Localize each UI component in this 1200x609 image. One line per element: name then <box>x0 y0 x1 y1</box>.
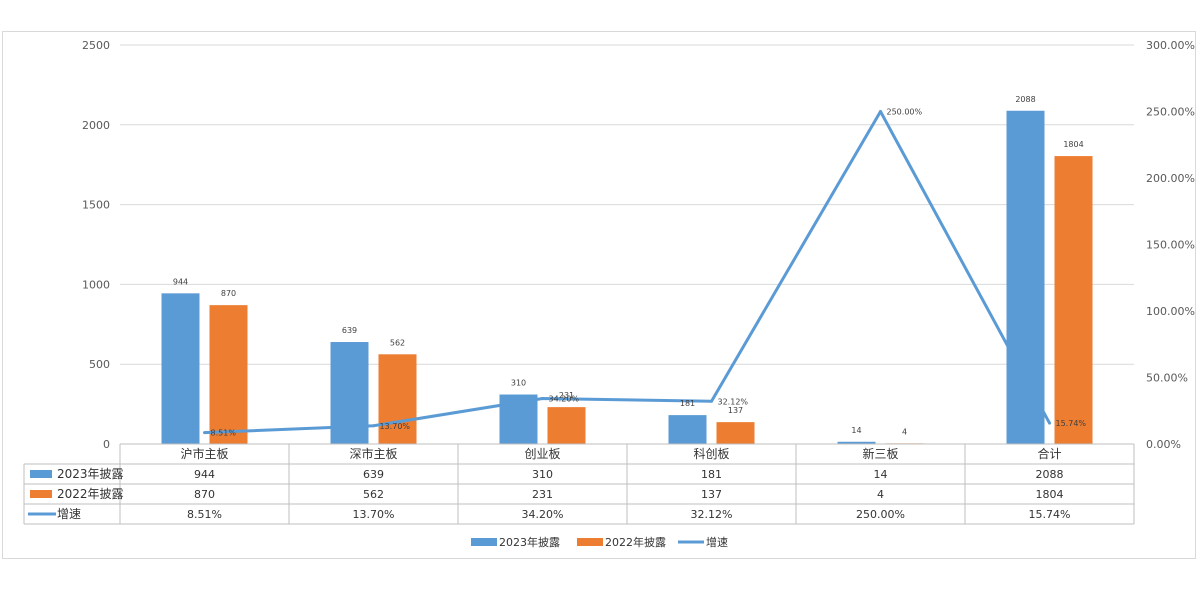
legend-label: 2022年披露 <box>605 535 666 549</box>
y2-tick-label: 0.00% <box>1146 438 1181 451</box>
chart-frame <box>2 31 1196 559</box>
line-data-label: 15.74% <box>1056 419 1087 428</box>
line-data-label: 250.00% <box>887 108 923 117</box>
table-cell: 310 <box>532 468 553 481</box>
line-point <box>372 424 375 428</box>
line-data-label: 8.51% <box>211 429 237 438</box>
y-tick-label: 2000 <box>82 119 110 132</box>
line-point <box>1048 421 1051 425</box>
bar-data-label: 4 <box>902 427 907 436</box>
table-cell: 14 <box>874 468 888 481</box>
bar <box>1006 110 1045 445</box>
bar-data-label: 944 <box>173 277 188 286</box>
y-tick-label: 1000 <box>82 278 110 291</box>
gridlines <box>120 44 1134 365</box>
table-cell: 8.51% <box>187 508 222 521</box>
table-series-name: 增速 <box>57 507 81 521</box>
line-series <box>203 110 1051 435</box>
table-cell: 34.20% <box>522 508 564 521</box>
bar <box>209 305 248 444</box>
category-label: 新三板 <box>862 446 898 461</box>
bar-data-label: 137 <box>728 406 743 415</box>
line-point <box>203 431 206 435</box>
bar-series <box>161 110 1093 445</box>
bar-data-label: 14 <box>851 426 861 435</box>
y2-tick-label: 300.00% <box>1146 39 1195 52</box>
bar <box>837 441 876 444</box>
category-label: 合计 <box>1037 446 1061 461</box>
bar <box>161 293 200 444</box>
bar-data-label: 1804 <box>1063 140 1083 149</box>
table-cell: 32.12% <box>691 508 733 521</box>
category-label: 深市主板 <box>349 446 397 461</box>
bar <box>716 422 755 444</box>
bar-data-label: 2088 <box>1015 95 1035 104</box>
table-cell: 181 <box>701 468 722 481</box>
bar <box>378 354 417 444</box>
table-cell: 250.00% <box>856 508 905 521</box>
table-cell: 944 <box>194 468 215 481</box>
y-tick-label: 500 <box>89 358 110 371</box>
table-cell: 231 <box>532 488 553 501</box>
y2-tick-label: 150.00% <box>1146 239 1195 252</box>
bar <box>668 415 707 444</box>
table-cell: 15.74% <box>1029 508 1071 521</box>
table-cell: 562 <box>363 488 384 501</box>
category-label: 创业板 <box>524 447 560 461</box>
bar-data-label: 181 <box>680 399 695 408</box>
growth-line <box>204 110 1051 435</box>
table-cell: 1804 <box>1036 488 1064 501</box>
table-series-name: 2023年披露 <box>57 467 124 481</box>
legend-key <box>471 538 497 546</box>
table-cell: 639 <box>363 468 384 481</box>
line-data-label: 32.12% <box>718 397 749 406</box>
data-table: 沪市主板 深市主板 创业板 科创板 新三板 合计 2023年披露 944 639 310 181 14… <box>23 443 1135 525</box>
legend: 2023年披露 2022年披露 增速 <box>471 535 728 549</box>
legend-label: 增速 <box>706 535 728 549</box>
bar-data-label: 639 <box>342 326 357 335</box>
table-cell: 137 <box>701 488 722 501</box>
left-axis-ticks: 0 500 1000 1500 2000 2500 <box>82 39 110 451</box>
y-tick-label: 2500 <box>82 39 110 52</box>
category-label: 沪市主板 <box>180 446 228 461</box>
y-tick-label: 0 <box>103 438 110 451</box>
y2-tick-label: 250.00% <box>1146 106 1195 119</box>
table-cell: 2088 <box>1036 468 1064 481</box>
bar-data-label: 310 <box>511 379 526 388</box>
table-legend-key <box>30 470 52 478</box>
category-label: 科创板 <box>693 447 729 461</box>
table-cell: 870 <box>194 488 215 501</box>
y2-tick-label: 50.00% <box>1146 372 1188 385</box>
y2-tick-label: 100.00% <box>1146 305 1195 318</box>
legend-label: 2023年披露 <box>499 535 560 549</box>
y-tick-label: 1500 <box>82 199 110 212</box>
line-data-label: 13.70% <box>380 422 411 431</box>
bar-data-label: 870 <box>221 289 236 298</box>
bar <box>547 407 586 444</box>
line-point <box>710 399 713 403</box>
table-legend-key <box>30 490 52 498</box>
y2-tick-label: 200.00% <box>1146 172 1195 185</box>
line-point <box>879 110 882 113</box>
line-point <box>541 397 544 401</box>
line-data-label: 34.20% <box>549 395 580 404</box>
legend-key <box>577 538 603 546</box>
table-cell: 4 <box>877 488 884 501</box>
bar-data-label: 231 <box>559 391 574 400</box>
bar <box>1054 156 1093 444</box>
right-axis-ticks: 0.00% 50.00% 100.00% 150.00% 200.00% 250.00% 3… <box>1146 39 1195 451</box>
table-cell: 13.70% <box>353 508 395 521</box>
data-labels: 944 639 310 181 14 2088 870 562 231 137 4 1804 8.51%… <box>173 95 1087 438</box>
table-series-name: 2022年披露 <box>57 487 124 501</box>
bar-data-label: 562 <box>390 338 405 347</box>
